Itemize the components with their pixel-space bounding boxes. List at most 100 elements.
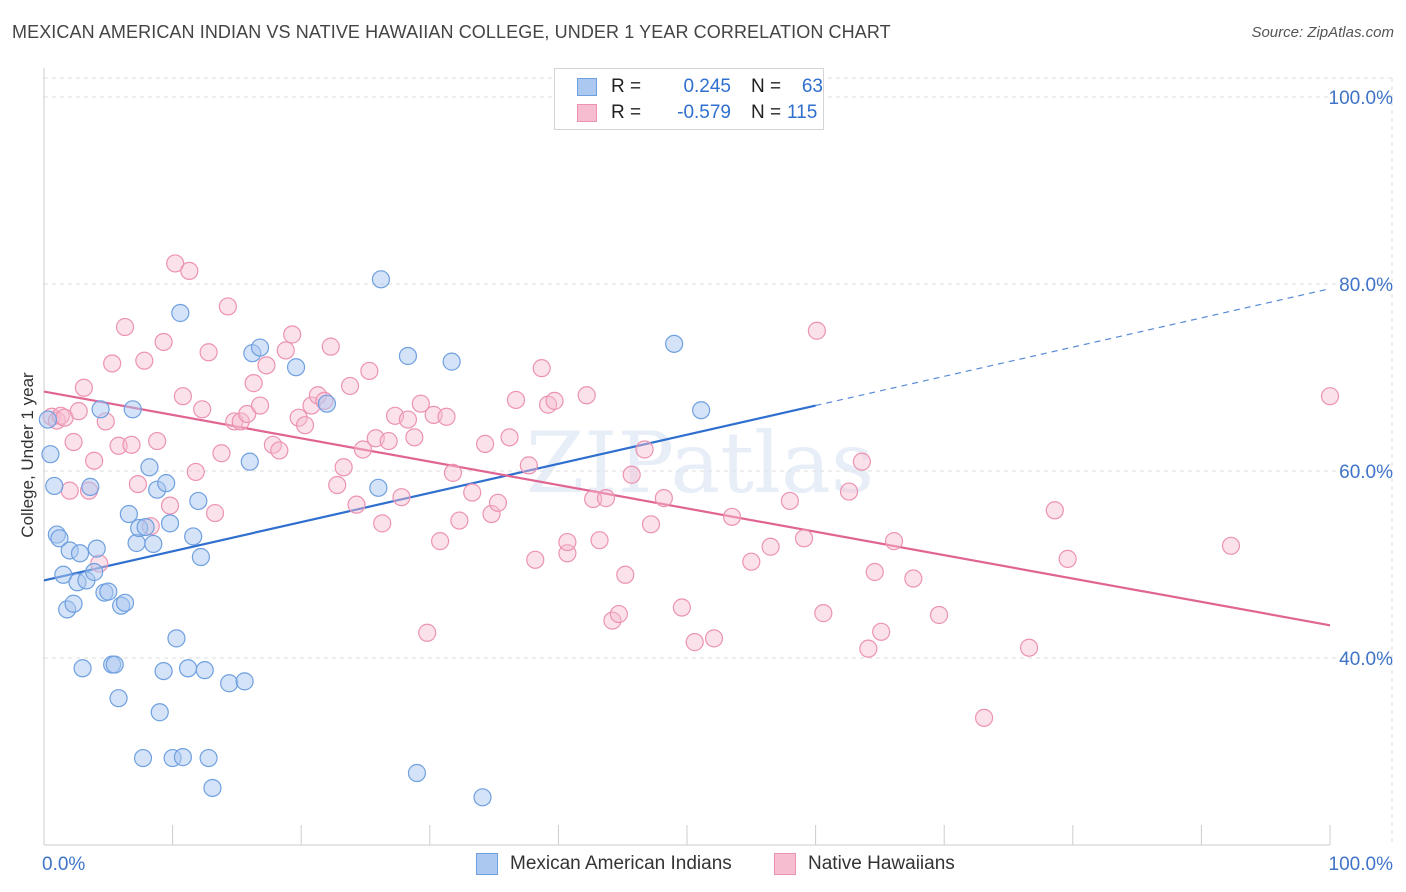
mexican-american-indians-point (692, 401, 711, 420)
native-hawaiians-point (526, 550, 545, 569)
mexican-american-indians-point (54, 565, 73, 584)
mexican-american-indians-point (250, 338, 270, 357)
native-hawaiians-point (1058, 549, 1077, 568)
watermark: ZIPatlas (526, 414, 874, 512)
pink-swatch (577, 104, 597, 122)
mexican-american-indians-point (173, 748, 192, 767)
chart-title: MEXICAN AMERICAN INDIAN VS NATIVE HAWAII… (12, 22, 891, 42)
native-hawaiians-point (135, 351, 154, 370)
native-hawaiians-point (475, 434, 495, 453)
n-value: 63 (801, 76, 823, 97)
mexican-american-indians-point (150, 703, 169, 722)
y-tick-label: 100.0% (1329, 88, 1394, 109)
native-hawaiians-point (276, 341, 295, 360)
native-hawaiians-point (360, 361, 379, 381)
native-hawaiians-point (685, 633, 704, 652)
native-hawaiians-point (558, 532, 577, 552)
native-hawaiians-point (616, 565, 635, 584)
native-hawaiians-point (742, 552, 761, 571)
native-hawaiians-point (1019, 638, 1039, 657)
blue-swatch (476, 853, 498, 875)
native-hawaiians-point (482, 504, 501, 524)
native-hawaiians-point (722, 507, 742, 526)
mexican-american-indians-point (203, 778, 222, 798)
mexican-american-indians-trend-line (43, 404, 816, 582)
native-hawaiians-point (128, 474, 147, 494)
mexican-american-indians-point (45, 476, 64, 496)
mexican-american-indians-point (184, 527, 203, 546)
native-hawaiians-point (704, 629, 724, 648)
tick-labels: 40.0% 60.0% 80.0% 100.0% 0.0% 100.0% (42, 88, 1393, 875)
native-hawaiians-point (794, 529, 814, 548)
mexican-american-indians-point (157, 474, 176, 493)
mexican-american-indians-point (407, 763, 427, 783)
native-hawaiians-point (231, 412, 250, 431)
native-hawaiians-point (545, 391, 564, 410)
native-hawaiians-point (839, 482, 859, 501)
native-hawaiians-point (852, 452, 871, 471)
x-tick-label: 0.0% (42, 854, 85, 875)
native-hawaiians-point (244, 374, 263, 393)
native-hawaiians-point (450, 511, 469, 530)
native-hawaiians-point (859, 639, 878, 658)
native-hawaiians-point (85, 451, 104, 470)
mexican-american-indians-point (105, 655, 124, 674)
legend-label: Native Hawaiians (808, 853, 955, 874)
native-hawaiians-point (500, 428, 519, 447)
legend-row-pink: R = -0.579 N = 115 (577, 101, 823, 125)
native-hawaiians-point (283, 325, 302, 344)
native-hawaiians-point (109, 436, 128, 455)
native-hawaiians-point (506, 390, 526, 410)
native-hawaiians-trend-line (43, 390, 1331, 627)
native-hawaiians-point (60, 481, 79, 500)
y-tick-label: 60.0% (1339, 462, 1393, 483)
legend-item-mexican-american-indians: Mexican American Indians (476, 851, 732, 877)
mexican-american-indians-point (85, 562, 104, 582)
native-hawaiians-point (807, 321, 826, 340)
native-hawaiians-point (437, 407, 456, 426)
native-hawaiians-point (69, 402, 88, 421)
mexican-american-indians-point (442, 352, 461, 371)
native-hawaiians-point (884, 532, 904, 551)
native-hawaiians-point (250, 396, 270, 415)
native-hawaiians-point (872, 622, 891, 641)
mexican-american-indians-point (70, 544, 90, 563)
native-hawaiians-point (199, 343, 218, 362)
native-hawaiians-point (814, 604, 833, 623)
native-hawaiians-point (379, 431, 398, 451)
native-hawaiians-point (392, 488, 411, 507)
native-hawaiians-point (405, 428, 424, 447)
mexican-american-indians-point (41, 445, 60, 464)
native-hawaiians-point (193, 400, 212, 419)
mexican-american-indians-point (38, 410, 57, 429)
mexican-american-indians-point (115, 593, 135, 612)
native-hawaiians-point (519, 456, 538, 475)
mexican-american-indians-point (81, 477, 100, 496)
native-hawaiians-point (340, 376, 360, 396)
mexican-american-indians-point (191, 547, 210, 567)
native-hawaiians-point (295, 416, 315, 435)
r-label: R = (611, 76, 642, 97)
n-label: N = (751, 102, 782, 123)
mexican-american-indians-point (240, 452, 259, 471)
native-hawaiians-point (603, 611, 622, 630)
mexican-american-indians-point (286, 358, 306, 377)
native-hawaiians-point (1045, 501, 1064, 520)
mexican-american-indians-point (317, 394, 337, 413)
native-hawaiians-point (635, 440, 654, 459)
native-hawaiians-point (373, 514, 392, 533)
native-hawaiians-point (1221, 536, 1241, 555)
native-hawaiians-point (238, 404, 257, 424)
mexican-american-indians-point (99, 582, 118, 601)
mexican-american-indians-point (171, 303, 190, 323)
native-hawaiians-point (122, 435, 141, 454)
native-hawaiians-point (173, 387, 192, 406)
native-hawaiians-point (780, 491, 799, 511)
native-hawaiians-point (974, 708, 994, 727)
mexican-american-indians-point (220, 674, 239, 693)
mexican-american-indians-point (50, 529, 69, 548)
y-axis-label: College, Under 1 year (18, 372, 37, 538)
native-hawaiians-point (672, 598, 691, 617)
r-label: R = (611, 102, 642, 123)
